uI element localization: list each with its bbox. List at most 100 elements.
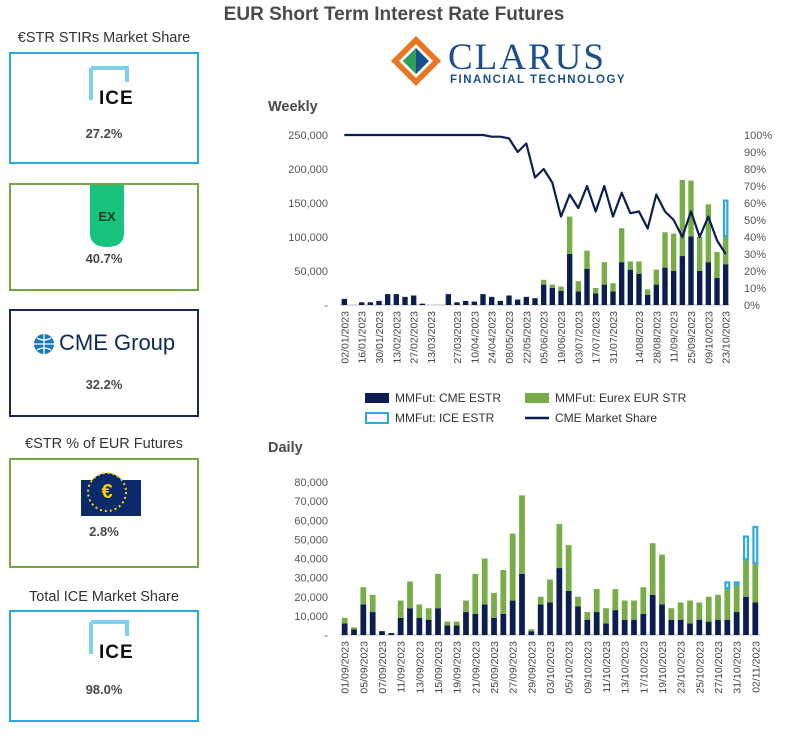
cme-bar [653,284,660,305]
eurex-logo [90,185,124,247]
cme-bar [603,623,609,635]
cme-bar [627,269,634,305]
x-tick-label: 11/09/2023 [396,641,408,693]
cme-bar [696,271,703,305]
daily-chart: 80,000 70,000 60,000 50,000 40,000 30,000 20,0… [294,477,762,694]
cme-bar [668,619,675,635]
eurex-bar [705,596,712,622]
x-tick-label: 28/08/2023 [651,311,663,364]
cme-bar [509,600,516,635]
cme-bar [584,268,590,305]
cme-bar [670,271,677,305]
x-tick-label: 14/08/2023 [634,311,646,364]
ice-logo-text-2: ICE [99,642,134,663]
ice-logo-2 [89,620,129,654]
cme-bar [644,294,651,305]
cme-bar [435,608,441,635]
eurex-bar [636,261,642,274]
eurex-bar [481,558,488,605]
cme-bar [566,254,573,305]
cme-bar [640,613,647,635]
cme-bar [376,300,382,305]
x-tick-label: 11/10/2023 [601,641,613,693]
cme-bar [556,568,563,635]
eurex-bar [540,279,547,285]
eurex-bar [463,600,469,613]
cme-bar [425,619,432,635]
x-tick-label: 31/07/2023 [608,311,620,364]
weekly-chart-title: Weekly [268,99,318,115]
legend-swatch [365,393,389,403]
cme-bar [537,604,544,635]
eurex-bar [425,608,432,620]
x-tick-label: 08/05/2023 [504,311,516,364]
x-tick-label: 01/09/2023 [340,641,352,694]
x-tick-label: 05/10/2023 [564,641,576,694]
y2-tick-label: 100% [744,130,772,142]
eurex-bar [416,604,423,618]
cme-bar [547,602,553,635]
eurex-bar [592,288,599,294]
cme-bar [488,296,495,305]
cme-bar [752,602,759,635]
x-tick-label: 09/10/2023 [582,641,594,694]
stirs-market-share-label: €STR STIRs Market Share [17,30,191,46]
eurex-bar [649,543,656,595]
y-tick-label: 60,000 [294,515,328,527]
eurex-bar [341,617,348,624]
estr-pct-value: 2.8% [89,524,119,539]
y2-tick-label: 60% [744,198,766,210]
eurex-bar [621,600,628,620]
cme-bar [558,290,564,305]
x-tick-label: 27/10/2023 [713,641,725,694]
eurex-bar [644,289,651,295]
eurex-bar [584,250,590,269]
eurex-bar [653,269,660,285]
x-tick-label: 27/03/2023 [452,311,464,364]
cme-bar [696,619,703,635]
cme-bar [463,612,469,635]
eurex-bar [519,495,525,574]
eurex-bar [509,533,516,601]
eurex-bar [547,579,553,603]
cme-bar [584,619,591,635]
cme-bar [612,610,619,635]
legend-label: MMFut: CME ESTR [395,391,501,405]
cme-bar [636,273,642,305]
cme-bar [341,623,348,635]
ice-bar [743,535,749,561]
eurex-bar [752,564,759,603]
cme-bar [722,264,729,305]
x-tick-label: 13/03/2023 [426,311,438,364]
globe-icon [34,334,54,354]
cme-bar [662,267,668,305]
eurex-bar [444,621,451,626]
cme-share-value: 32.2% [85,377,123,392]
cme-bar [402,296,408,305]
y-tick-label: 200,000 [288,164,328,176]
cme-bar [631,619,637,635]
eurex-bar [593,589,600,613]
cme-bar [688,236,694,305]
cme-bar [679,256,686,305]
eurex-bar [575,596,581,607]
eurex-bar [351,627,357,630]
eurex-bar [668,608,675,620]
eurex-bar [407,581,413,609]
cme-bar [358,302,365,305]
cme-bar [519,573,525,635]
eurex-bar [610,283,616,292]
x-tick-label: 11/09/2023 [669,311,681,363]
legend-label: MMFut: ICE ESTR [395,411,495,425]
total-ice-label: Total ICE Market Share [29,589,179,605]
cme-bar [444,625,451,635]
eurex-bar [360,587,367,605]
cme-bar [341,298,348,305]
estr-pct-label: €STR % of EUR Futures [25,436,183,452]
x-tick-label: 03/07/2023 [573,311,585,364]
eurex-bar [715,594,721,620]
y2-tick-label: 0% [744,300,760,312]
cme-bar [618,262,625,305]
cme-bar [733,612,740,635]
cme-bar [393,294,400,305]
